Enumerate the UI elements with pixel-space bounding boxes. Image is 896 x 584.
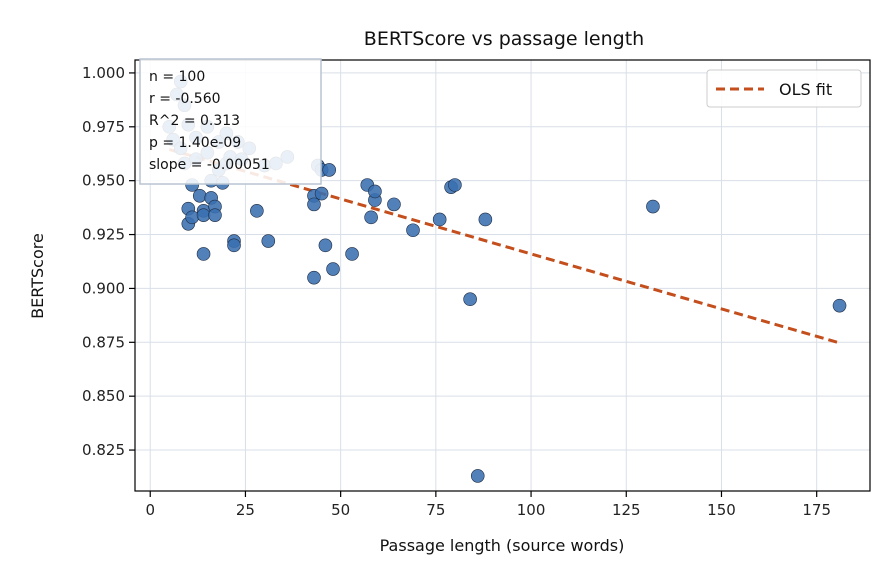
data-point [227,238,241,253]
data-point [478,212,493,227]
grid-lines [135,60,870,491]
plot-frame [134,59,871,492]
data-point [250,204,264,218]
stat-r: r = -0.560 [149,91,221,107]
data-point [387,197,401,212]
y-tick-label: 0.975 [82,118,125,136]
data-point [318,238,333,253]
data-point [196,208,211,222]
stats-box-frame [139,58,322,185]
stat-n: n = 100 [149,69,205,85]
stat-slope: slope = -0.00051 [149,157,270,173]
y-tick-label: 0.925 [82,226,125,244]
data-point [326,262,340,276]
y-tick-label: 0.900 [82,279,125,297]
y-tick-label: 1.000 [82,64,125,82]
chart-title: BERTScore vs passage length [364,28,644,50]
stat-p-value: p = 1.40e-09 [149,135,241,151]
data-point [307,270,321,285]
data-point [470,469,485,483]
data-point [192,188,207,203]
data-point [368,184,382,199]
x-tick-label: 0 [145,501,155,519]
axis-ticks: 0 25 50 75 100 125 150 175 0.825 0.850 0.875 0.900 0… [82,64,831,519]
data-point [432,212,447,227]
data-point [322,163,337,177]
stats-box: n = 100 r = -0.560 R^2 = 0.313 p = 1.40e… [139,58,322,185]
x-tick-label: 100 [517,501,546,519]
data-point [196,247,211,261]
x-tick-label: 125 [612,501,641,519]
x-tick-label: 175 [802,501,831,519]
data-point [406,223,420,238]
data-point [345,247,359,261]
data-point [463,292,477,307]
legend-label-ols-fit: OLS fit [779,80,832,99]
y-tick-label: 0.850 [82,387,125,405]
x-tick-label: 25 [236,501,255,519]
y-tick-label: 0.950 [82,172,125,190]
legend-frame [706,69,862,108]
y-tick-label: 0.875 [82,333,125,351]
data-point [261,234,276,248]
y-tick-label: 0.825 [82,441,125,459]
x-tick-label: 75 [426,501,445,519]
data-point [448,178,462,192]
data-point [832,298,847,313]
data-point [314,186,329,201]
x-tick-label: 50 [331,501,350,519]
data-point [646,199,660,214]
x-tick-label: 150 [707,501,736,519]
data-point [364,210,378,225]
stat-r-squared: R^2 = 0.313 [149,113,240,129]
x-axis-title: Passage length (source words) [380,536,625,555]
data-point [185,210,199,225]
legend: OLS fit [706,69,862,108]
data-point [208,208,222,222]
data-point [307,197,321,212]
y-axis-title: BERTScore [28,233,47,319]
